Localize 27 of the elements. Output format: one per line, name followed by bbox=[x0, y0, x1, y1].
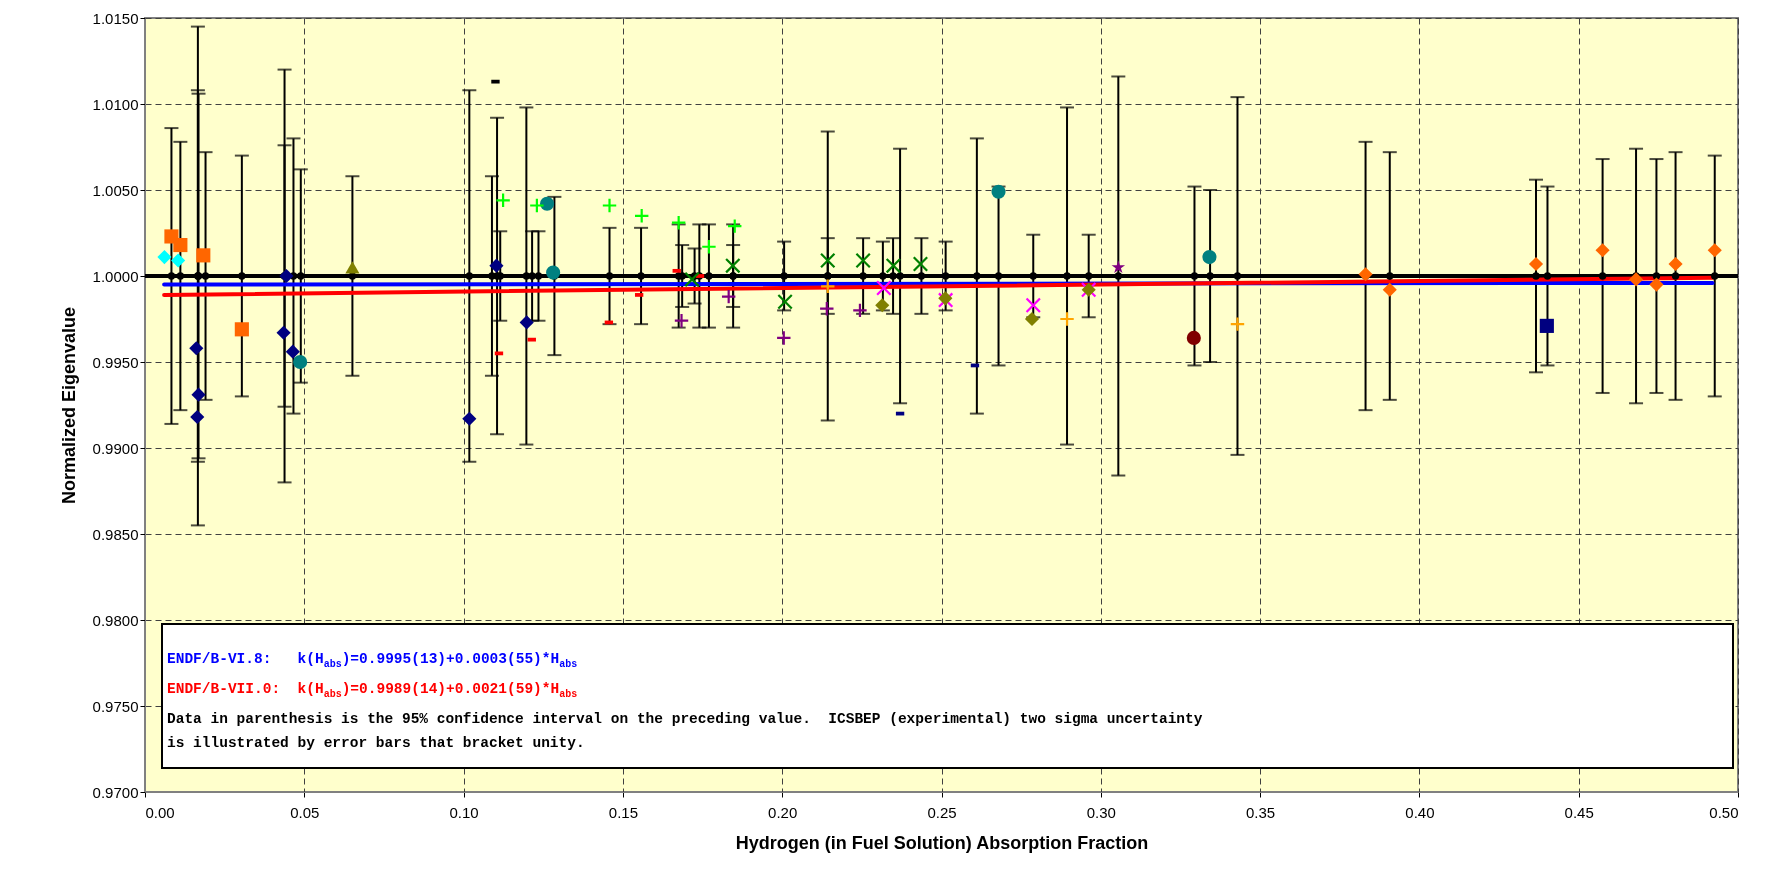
x-tick-label: 0.25 bbox=[927, 803, 957, 821]
y-tick-label: 0.9900 bbox=[92, 439, 139, 457]
x-tick-label: 0.10 bbox=[449, 803, 479, 821]
y-tick-label: 0.9700 bbox=[92, 783, 139, 801]
y-axis-title: Normalized Eigenvalue bbox=[58, 306, 79, 505]
annotation: Data in parenthesis is the 95% confidence interval on the preceding value. ICSBEP (experimental) two sigma uncertainty bbox=[167, 709, 1204, 729]
x-tick-label: 0.50 bbox=[1709, 803, 1739, 821]
y-tick-label: 0.9750 bbox=[92, 697, 139, 715]
x-axis-title: Hydrogen (in Fuel Solution) Absorption Fraction bbox=[735, 832, 1149, 853]
x-tick-label: 0.45 bbox=[1564, 803, 1594, 821]
x-tick-label: 0.20 bbox=[768, 803, 798, 821]
y-tick-label: 0.9850 bbox=[92, 525, 139, 543]
y-tick-label: 1.0050 bbox=[92, 181, 139, 199]
x-tick-label: 0.35 bbox=[1246, 803, 1276, 821]
y-tick-label: 1.0150 bbox=[92, 9, 139, 27]
x-tick-label: 0.15 bbox=[608, 803, 638, 821]
x-tick-label: 0.30 bbox=[1086, 803, 1116, 821]
annotation: ENDF/B-VII.0: k(H$_{abs}$)=0.9989(14)+0.0021(59)*H$_{abs}$ bbox=[167, 679, 579, 702]
y-tick-label: 0.9800 bbox=[92, 611, 139, 629]
annotation: is illustrated by error bars that bracket unity. bbox=[167, 733, 586, 753]
annotation: ENDF/B-VI.8: k(H$_{abs}$)=0.9995(13)+0.0003(55)*H$_{abs}$ bbox=[167, 650, 579, 672]
y-tick-label: 1.0100 bbox=[92, 95, 139, 113]
y-tick-label: 1.0000 bbox=[92, 267, 139, 285]
x-tick-label: 0.00 bbox=[145, 803, 175, 821]
y-tick-label: 0.9950 bbox=[92, 353, 139, 371]
x-tick-label: 0.05 bbox=[290, 803, 320, 821]
x-tick-label: 0.40 bbox=[1405, 803, 1435, 821]
